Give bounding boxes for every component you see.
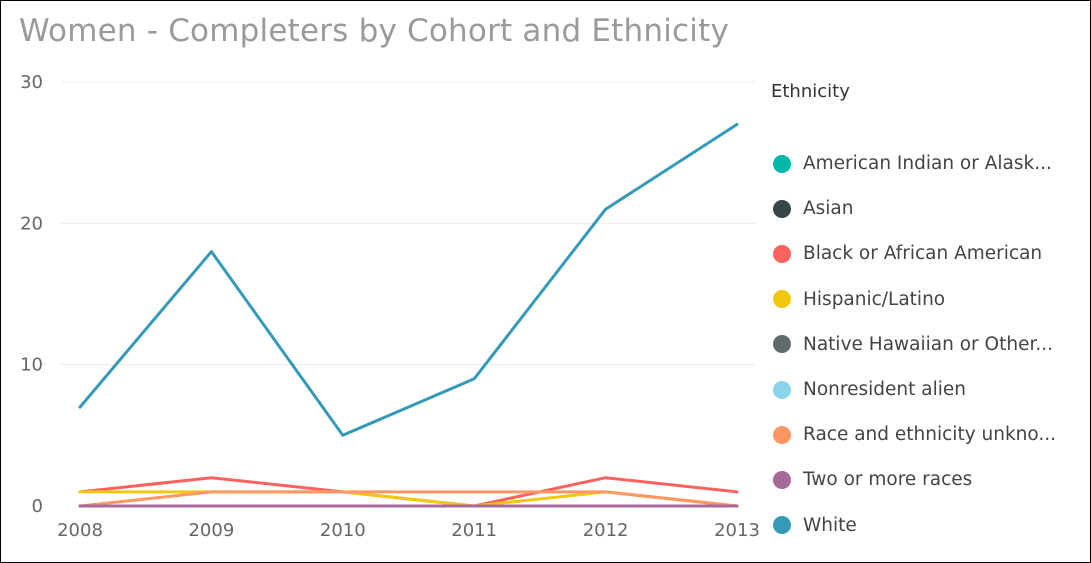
legend-marker-icon [773,516,791,535]
x-tick-label: 2009 [188,520,234,541]
legend-item[interactable]: Hispanic/Latino [773,277,1073,322]
legend-label: American Indian or Alask... [803,153,1052,175]
legend-label: Nonresident alien [803,379,966,401]
x-tick-label: 2012 [583,520,629,541]
legend-item[interactable]: Native Hawaiian or Other... [773,322,1073,367]
legend-label: Black or African American [803,243,1043,265]
legend: American Indian or Alask... Asian Black or… [773,141,1073,548]
legend-marker-icon [773,199,791,218]
legend-item[interactable]: Nonresident alien [773,367,1073,412]
legend-marker-icon [773,380,791,399]
x-tick-label: 2013 [714,520,760,541]
legend-label: Race and ethnicity unkno... [803,424,1057,446]
legend-label: Two or more races [803,469,973,491]
legend-item[interactable]: White [773,503,1073,548]
legend-marker-icon [773,290,791,309]
legend-item[interactable]: American Indian or Alask... [773,141,1073,186]
legend-marker-icon [773,244,791,263]
chart-title: Women - Completers by Cohort and Ethnici… [19,13,730,49]
x-tick-label: 2008 [57,520,103,541]
legend-label: White [803,514,857,536]
y-tick-label: 30 [20,72,43,93]
legend-item[interactable]: Black or African American [773,231,1073,276]
legend-marker-icon [773,154,791,173]
legend-marker-icon [773,425,791,444]
series-line-8 [78,122,739,437]
legend-marker-icon [773,335,791,354]
legend-item[interactable]: Two or more races [773,457,1073,502]
legend-label: Native Hawaiian or Other... [803,333,1053,355]
y-tick-label: 10 [20,355,43,376]
legend-title: Ethnicity [771,81,850,102]
legend-marker-icon [773,470,791,489]
y-tick-label: 0 [32,496,43,517]
legend-label: Asian [803,198,854,220]
x-tick-label: 2010 [320,520,366,541]
y-tick-label: 20 [20,213,43,234]
legend-item[interactable]: Race and ethnicity unkno... [773,412,1073,457]
series-line-6 [78,490,739,508]
legend-item[interactable]: Asian [773,186,1073,231]
x-tick-label: 2011 [451,520,497,541]
legend-label: Hispanic/Latino [803,288,946,310]
